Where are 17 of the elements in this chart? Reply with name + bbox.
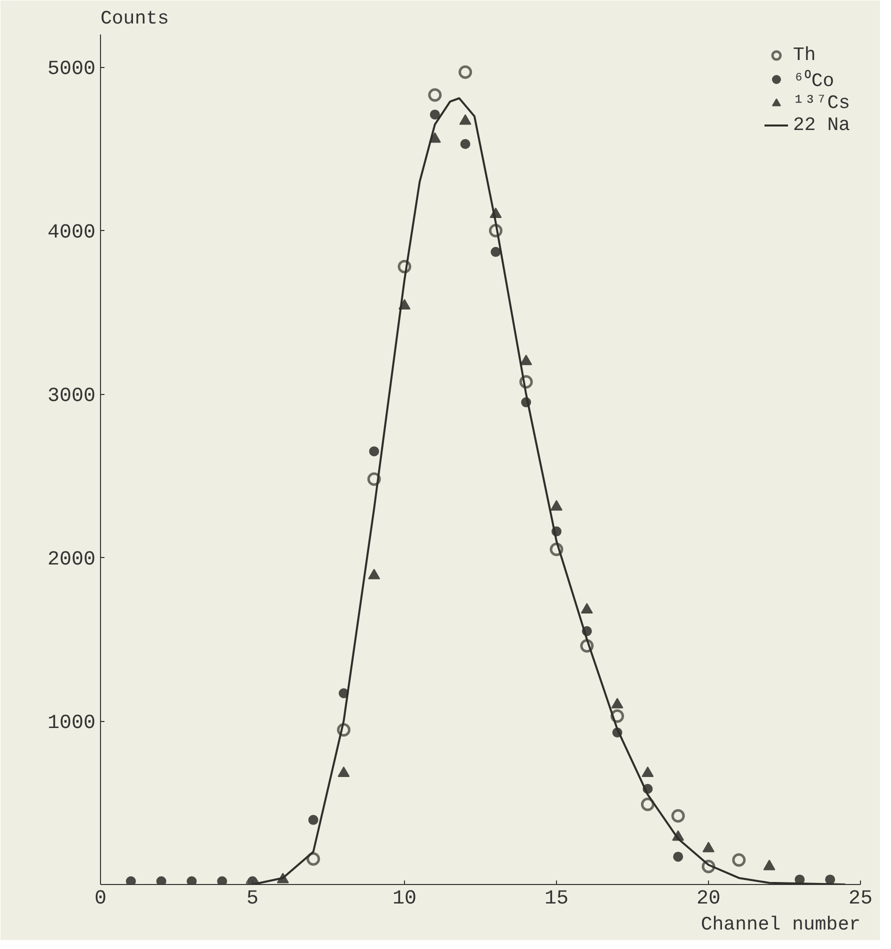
y-tick-label: 5000 <box>47 58 96 82</box>
x-tick-label: 10 <box>392 888 417 910</box>
legend-label: ⁶⁰Co <box>792 68 834 92</box>
y-tick-label: 4000 <box>47 222 96 245</box>
x-tick-label: 15 <box>544 888 569 910</box>
y-tick-label: 3000 <box>47 385 96 408</box>
x-tick-label: 0 <box>94 888 107 910</box>
legend-label: ¹³⁷Cs <box>792 92 850 114</box>
y-axis-title: Counts <box>100 8 169 30</box>
y-tick-label: 2000 <box>47 548 96 572</box>
x-axis-title: Channel number <box>700 914 861 936</box>
x-tick-label: 5 <box>246 888 259 910</box>
y-tick-label: 1000 <box>47 712 96 736</box>
x-tick-label: 25 <box>848 888 873 910</box>
x-tick-label: 20 <box>696 888 721 910</box>
legend-label: 22 Na <box>792 114 850 136</box>
legend-label: Th <box>792 44 816 66</box>
